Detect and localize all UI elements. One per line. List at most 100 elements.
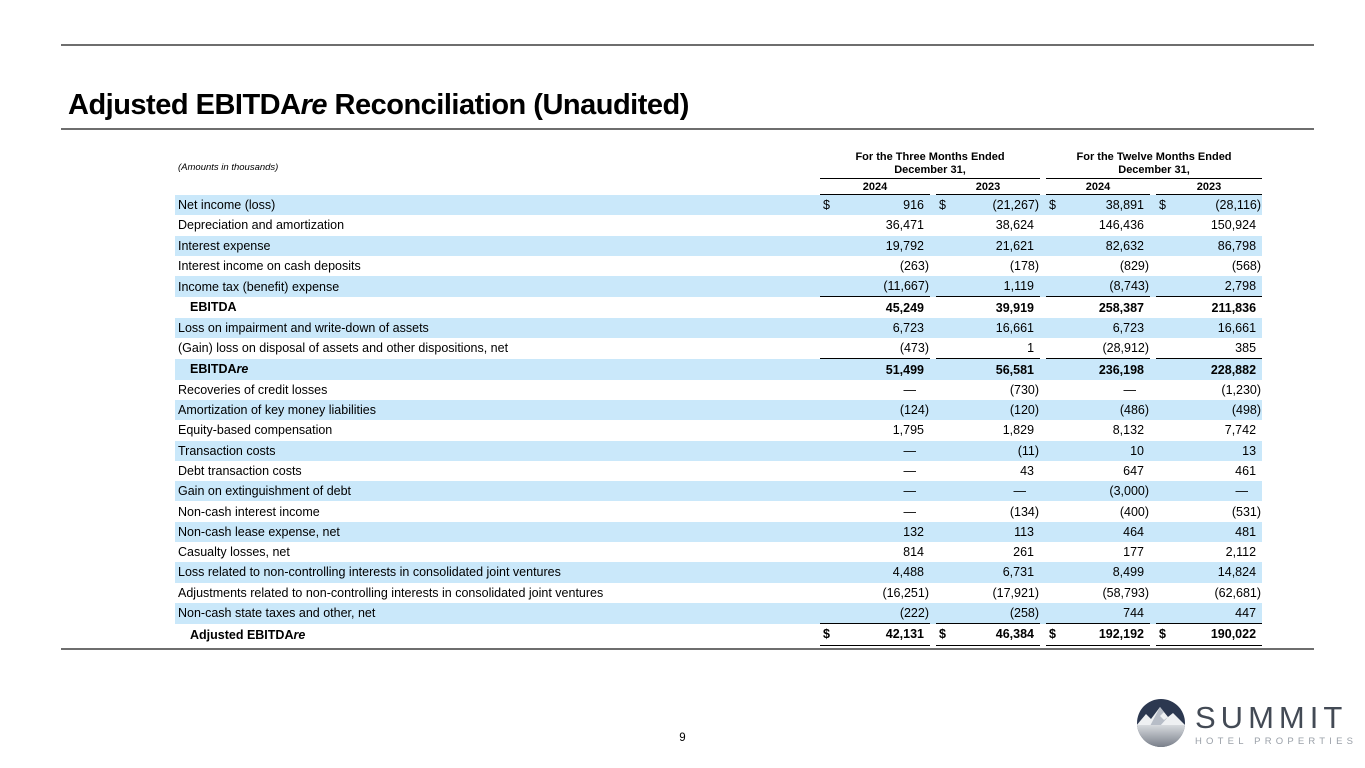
table-row: (Gain) loss on disposal of assets and ot…: [175, 338, 1263, 360]
cell-value: (58,793): [1102, 585, 1150, 600]
cell-value: 19,792: [820, 235, 930, 256]
cell-value: 51,499: [820, 358, 930, 380]
cell-value: (11): [936, 440, 1041, 461]
column-gap: [1040, 358, 1047, 380]
cell-value: 385: [1156, 338, 1263, 360]
cell-value: —: [903, 382, 917, 397]
cell-value: (120): [936, 399, 1041, 421]
row-label: Amortization of key money liabilities: [175, 399, 820, 421]
cell-value: (134): [1009, 504, 1040, 519]
cell-value: —: [936, 481, 1041, 502]
column-gap: [1150, 440, 1157, 461]
cell-value: $38,891: [1046, 194, 1151, 216]
cell-value: 464: [1046, 521, 1151, 543]
table-row: Non-cash state taxes and other, net (222)…: [175, 602, 1263, 625]
cell-value: (531): [1231, 504, 1262, 519]
column-gap: [1150, 358, 1157, 380]
cell-value: $190,022: [1156, 623, 1263, 649]
cell-value: (17,921): [992, 585, 1040, 600]
year-header-row: 2024 2023 2024 2023: [175, 178, 1263, 195]
row-label: Interest income on cash deposits: [178, 259, 361, 274]
cell-value: 258,387: [1098, 300, 1145, 315]
cell-value: (178): [1009, 259, 1040, 274]
column-gap: [1150, 235, 1157, 256]
column-gap: [1150, 399, 1157, 421]
column-gap: [930, 440, 936, 461]
cell-value: 814: [903, 545, 924, 560]
row-label: EBITDA: [190, 300, 237, 315]
column-gap: [930, 562, 936, 583]
cell-value: —: [820, 481, 930, 502]
table-bottom-rule: [61, 648, 1314, 650]
cell-value: (263): [899, 259, 929, 274]
column-gap: [1040, 562, 1047, 583]
cell-value: (498): [1156, 399, 1263, 421]
cell-value: 38,624: [995, 218, 1035, 233]
title-bottom-rule: [61, 128, 1314, 130]
column-gap: [1150, 562, 1157, 583]
table-row: Interest expense 19,792 21,621 82,632 86,798: [175, 235, 1263, 256]
column-gap: [1040, 481, 1047, 502]
table-row: Equity-based compensation 1,795 1,829 8,132…: [175, 420, 1262, 440]
cell-value: (8,743): [1046, 276, 1151, 298]
cell-value: (28,912): [1046, 338, 1151, 360]
table-row: Transaction costs — (11) 10 13: [175, 440, 1263, 461]
cell-value: 36,471: [885, 218, 924, 233]
column-gap: [1150, 602, 1157, 624]
cell-value: (222): [820, 602, 930, 625]
cell-value: 21,621: [936, 235, 1041, 256]
row-label: Transaction costs: [175, 440, 820, 461]
column-gap: [1040, 317, 1047, 339]
cell-value: 82,632: [1046, 235, 1151, 256]
row-label: Non-cash interest income: [178, 504, 320, 519]
cell-value: 56,581: [936, 358, 1041, 380]
cell-value: 45,249: [885, 300, 924, 315]
column-gap: [930, 481, 936, 502]
cell-value: 113: [936, 521, 1041, 543]
row-label: Loss related to non-controlling interest…: [175, 562, 820, 583]
table-row: Adjusted EBITDAre $42,131 $46,384 $192,192 $…: [175, 623, 1263, 649]
reconciliation-table: (Amounts in thousands) For the Three Mon…: [175, 142, 1263, 649]
year-header: 2024: [1046, 178, 1151, 195]
column-gap: [1040, 440, 1047, 461]
cell-value: 39,919: [995, 300, 1035, 315]
label-column-spacer: [175, 179, 820, 195]
column-gap: [1040, 521, 1047, 543]
table-row: Net income (loss) $916 $ (21,267) $38,891 $ (2…: [175, 194, 1263, 216]
cell-value: 8,499: [1046, 562, 1151, 583]
dollar-sign: $: [823, 627, 830, 642]
year-header: 2023: [936, 178, 1041, 195]
row-label: Recoveries of credit losses: [178, 382, 328, 397]
column-gap: [1040, 235, 1047, 256]
cell-value: (473): [820, 338, 930, 360]
cell-value: 43: [1020, 464, 1035, 478]
cell-value: 146,436: [1098, 218, 1145, 233]
cell-value: 10: [1046, 440, 1151, 461]
table-row: Debt transaction costs — 43 647 461: [175, 461, 1262, 481]
column-gap: [1150, 194, 1157, 216]
cell-value: 177: [1123, 545, 1145, 560]
dollar-sign: $: [1049, 627, 1056, 642]
cell-value: 461: [1235, 464, 1257, 478]
table-row: Gain on extinguishment of debt — — (3,000) —: [175, 481, 1263, 502]
dollar-sign: $: [939, 627, 946, 642]
cell-value: —: [820, 440, 930, 461]
cell-value: 1,795: [892, 423, 924, 438]
table-row: Interest income on cash deposits (263) (17…: [175, 256, 1262, 276]
table-row: Amortization of key money liabilities (12…: [175, 399, 1263, 421]
row-label: Loss on impairment and write-down of ass…: [175, 317, 820, 339]
cell-value: 7,742: [1224, 423, 1257, 438]
cell-value: 13: [1156, 440, 1263, 461]
cell-value: $ (28,116): [1156, 194, 1263, 216]
page-number: 9: [679, 732, 686, 744]
cell-value: (400): [1119, 504, 1150, 519]
logo-tagline: HOTEL PROPERTIES: [1195, 736, 1358, 747]
column-gap: [1150, 481, 1157, 502]
cell-value: 4,488: [820, 562, 930, 583]
summit-logo: SUMMIT HOTEL PROPERTIES: [1136, 698, 1357, 748]
cell-value: 1,119: [936, 276, 1041, 298]
column-gap: [930, 194, 936, 216]
cell-value: (11,667): [820, 276, 930, 298]
cell-value: 86,798: [1156, 235, 1263, 256]
row-label: Adjustments related to non-controlling i…: [178, 585, 604, 600]
